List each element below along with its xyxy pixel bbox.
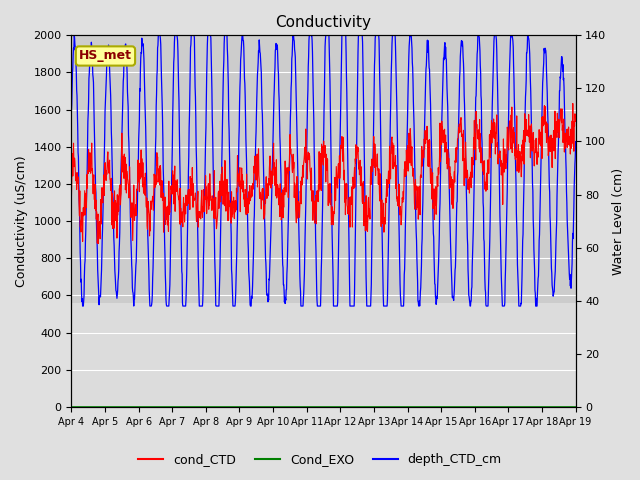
Y-axis label: Water Level (cm): Water Level (cm) <box>612 168 625 275</box>
Bar <box>72 303 575 407</box>
Legend: cond_CTD, Cond_EXO, depth_CTD_cm: cond_CTD, Cond_EXO, depth_CTD_cm <box>133 448 507 471</box>
Text: HS_met: HS_met <box>79 49 132 62</box>
Y-axis label: Conductivity (uS/cm): Conductivity (uS/cm) <box>15 156 28 287</box>
Title: Conductivity: Conductivity <box>275 15 371 30</box>
